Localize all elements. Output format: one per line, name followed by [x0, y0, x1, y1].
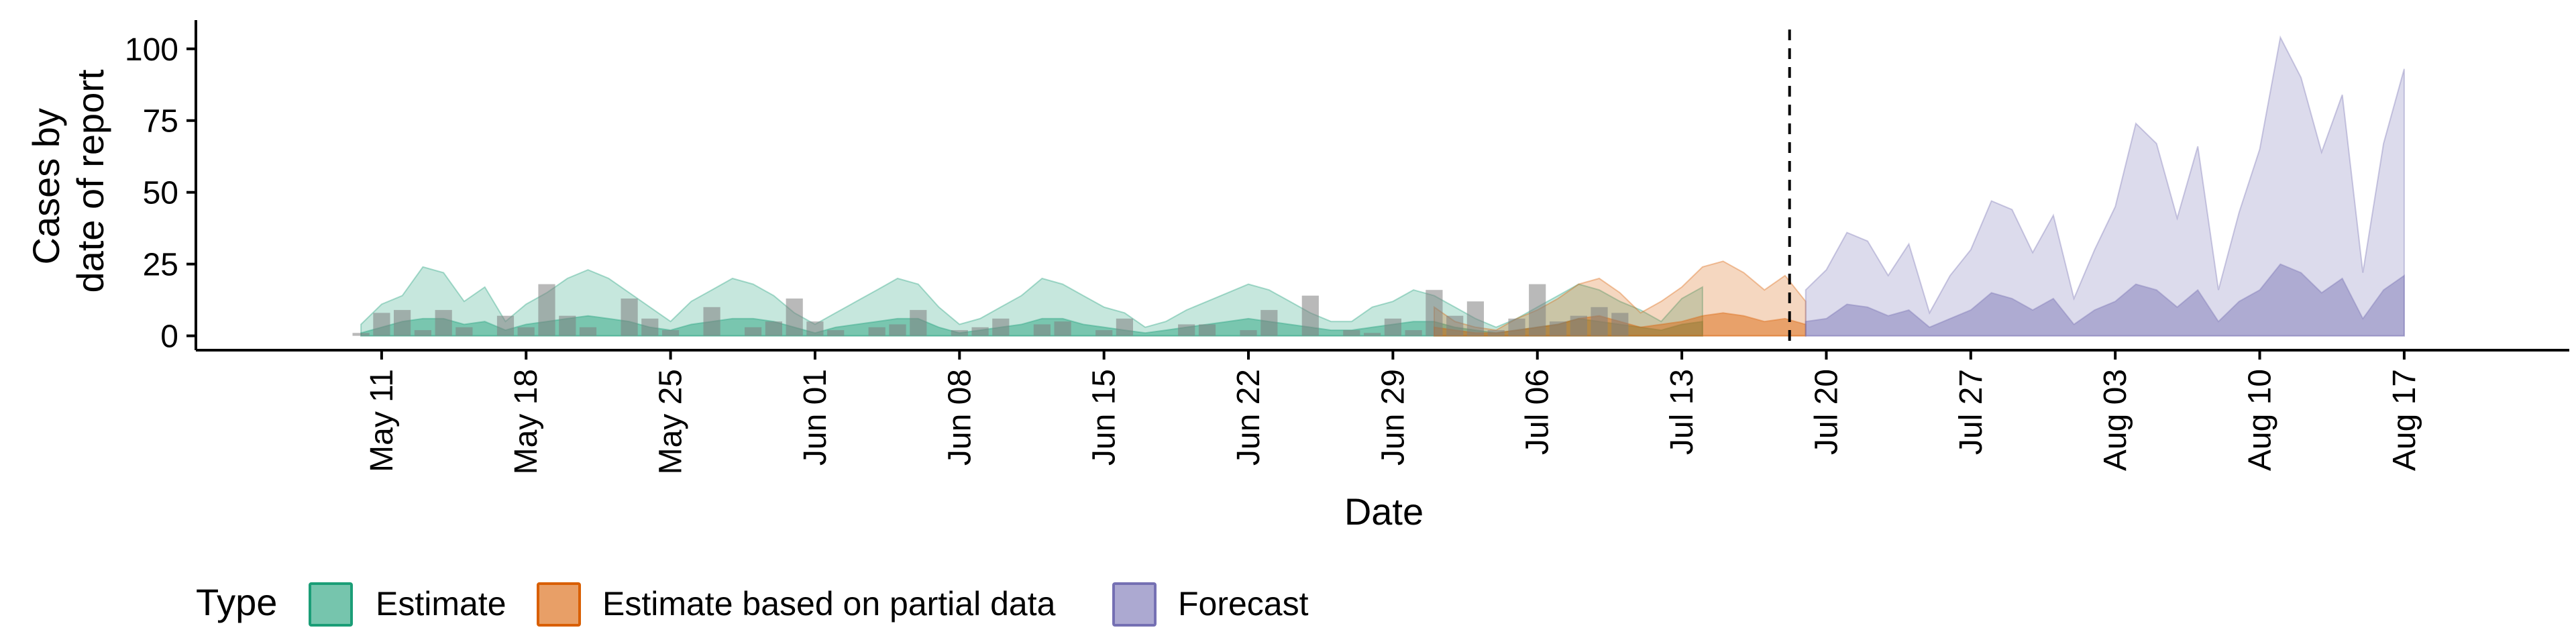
reported-case-bar — [662, 330, 680, 336]
reported-case-bar — [951, 330, 968, 336]
x-tick-label: May 11 — [364, 369, 400, 472]
reported-case-bar — [1487, 330, 1505, 336]
y-tick-label: 0 — [160, 319, 178, 355]
reported-case-bar — [1446, 315, 1464, 336]
reported-case-bar — [414, 330, 431, 336]
reported-case-bar — [1549, 321, 1567, 336]
area-estimate-based-on-partial-data-outer — [1433, 260, 1807, 337]
reported-case-bar — [703, 307, 720, 336]
reported-case-bar — [496, 315, 515, 336]
reported-case-bar — [394, 310, 411, 336]
legend-label-forecast: Forecast — [1178, 585, 1309, 623]
x-tick-label: Jul 20 — [1809, 369, 1845, 455]
x-tick-label: Jun 15 — [1087, 369, 1122, 466]
legend-label-estimate: Estimate — [376, 585, 506, 623]
reported-case-bar — [621, 299, 638, 336]
x-tick-label: Jul 27 — [1953, 369, 1989, 455]
reported-case-bar — [517, 327, 535, 336]
reported-case-bar — [1240, 330, 1257, 336]
y-axis-label-line-2: date of report — [69, 69, 111, 293]
reported-case-bar — [435, 310, 452, 336]
reported-case-bar — [1384, 318, 1401, 336]
reported-case-bar — [1198, 324, 1216, 336]
x-tick-label: Jul 06 — [1520, 369, 1556, 455]
x-tick-label: Jun 22 — [1231, 369, 1267, 466]
reported-case-bar — [765, 321, 782, 336]
reported-case-bar — [641, 318, 659, 336]
reported-case-bar — [1054, 321, 1071, 336]
legend-label-partial: Estimate based on partial data — [602, 585, 1056, 623]
reported-case-bar — [455, 327, 473, 336]
reported-case-bar — [910, 310, 927, 336]
y-axis-label: Cases by date of report — [25, 69, 111, 293]
reported-case-bar — [1529, 284, 1546, 336]
y-tick-label: 75 — [143, 104, 178, 140]
reported-case-bar — [786, 299, 803, 336]
reported-case-bar — [373, 313, 390, 336]
x-tick-label: Aug 03 — [2098, 369, 2133, 471]
x-tick-label: Jun 29 — [1375, 369, 1411, 466]
reported-case-bar — [579, 327, 597, 336]
reported-case-bar — [559, 315, 576, 336]
y-tick-label: 25 — [143, 248, 178, 283]
reported-case-bar — [1178, 324, 1195, 336]
reported-case-bar — [1426, 290, 1443, 336]
y-axis-ticks: 0 25 50 75 100 — [125, 32, 196, 355]
reported-case-bar — [352, 333, 370, 336]
reported-case-bar — [1364, 333, 1381, 336]
reported-case-bar — [868, 327, 885, 336]
reported-case-bar — [745, 327, 762, 336]
reported-case-bar — [971, 327, 989, 336]
x-tick-label: Jul 13 — [1664, 369, 1700, 455]
reported-case-bar — [889, 324, 906, 336]
legend-key-forecast — [1112, 582, 1157, 627]
legend-title: Type — [196, 581, 277, 623]
reported-case-bar — [1405, 330, 1422, 336]
reported-case-bar — [1508, 318, 1525, 336]
axes — [195, 20, 2569, 352]
reported-case-bar — [1611, 313, 1629, 336]
x-tick-label: Jun 01 — [798, 369, 833, 466]
reported-cases-bars — [352, 284, 1629, 336]
reported-case-bar — [1301, 295, 1319, 336]
y-axis-label-line-1: Cases by — [25, 108, 67, 264]
area-forecast-inner — [1805, 263, 2405, 337]
x-axis-ticks: May 11 May 18 May 25 Jun 01 Jun 08 Jun 15 Jun … — [364, 350, 2422, 474]
reported-case-bar — [1591, 307, 1608, 336]
reported-case-bar — [806, 321, 824, 336]
legend-key-partial — [537, 582, 581, 627]
reported-case-bar — [1095, 330, 1113, 336]
x-tick-label: May 18 — [508, 369, 544, 474]
legend: Type Estimate Estimate based on partial … — [196, 581, 1309, 627]
y-tick-label: 100 — [125, 32, 178, 68]
x-tick-label: Aug 17 — [2387, 369, 2422, 471]
reported-case-bar — [1260, 310, 1278, 336]
x-tick-label: May 25 — [653, 369, 689, 474]
reported-case-bar — [1570, 315, 1587, 336]
reported-case-bar — [538, 284, 555, 336]
x-tick-label: Jun 08 — [942, 369, 977, 466]
legend-key-estimate — [309, 582, 353, 627]
x-axis-label: Date — [1344, 490, 1424, 533]
reported-case-bar — [1343, 330, 1360, 336]
reported-case-bar — [1033, 324, 1051, 336]
reported-case-bar — [1466, 301, 1484, 336]
x-tick-label: Aug 10 — [2243, 369, 2278, 471]
area-series-group — [360, 35, 2405, 337]
y-tick-label: 50 — [143, 176, 178, 211]
area-forecast-outer — [1805, 35, 2405, 337]
reported-case-bar — [992, 318, 1010, 336]
reported-case-bar — [1116, 318, 1133, 336]
reported-case-bar — [827, 330, 845, 336]
